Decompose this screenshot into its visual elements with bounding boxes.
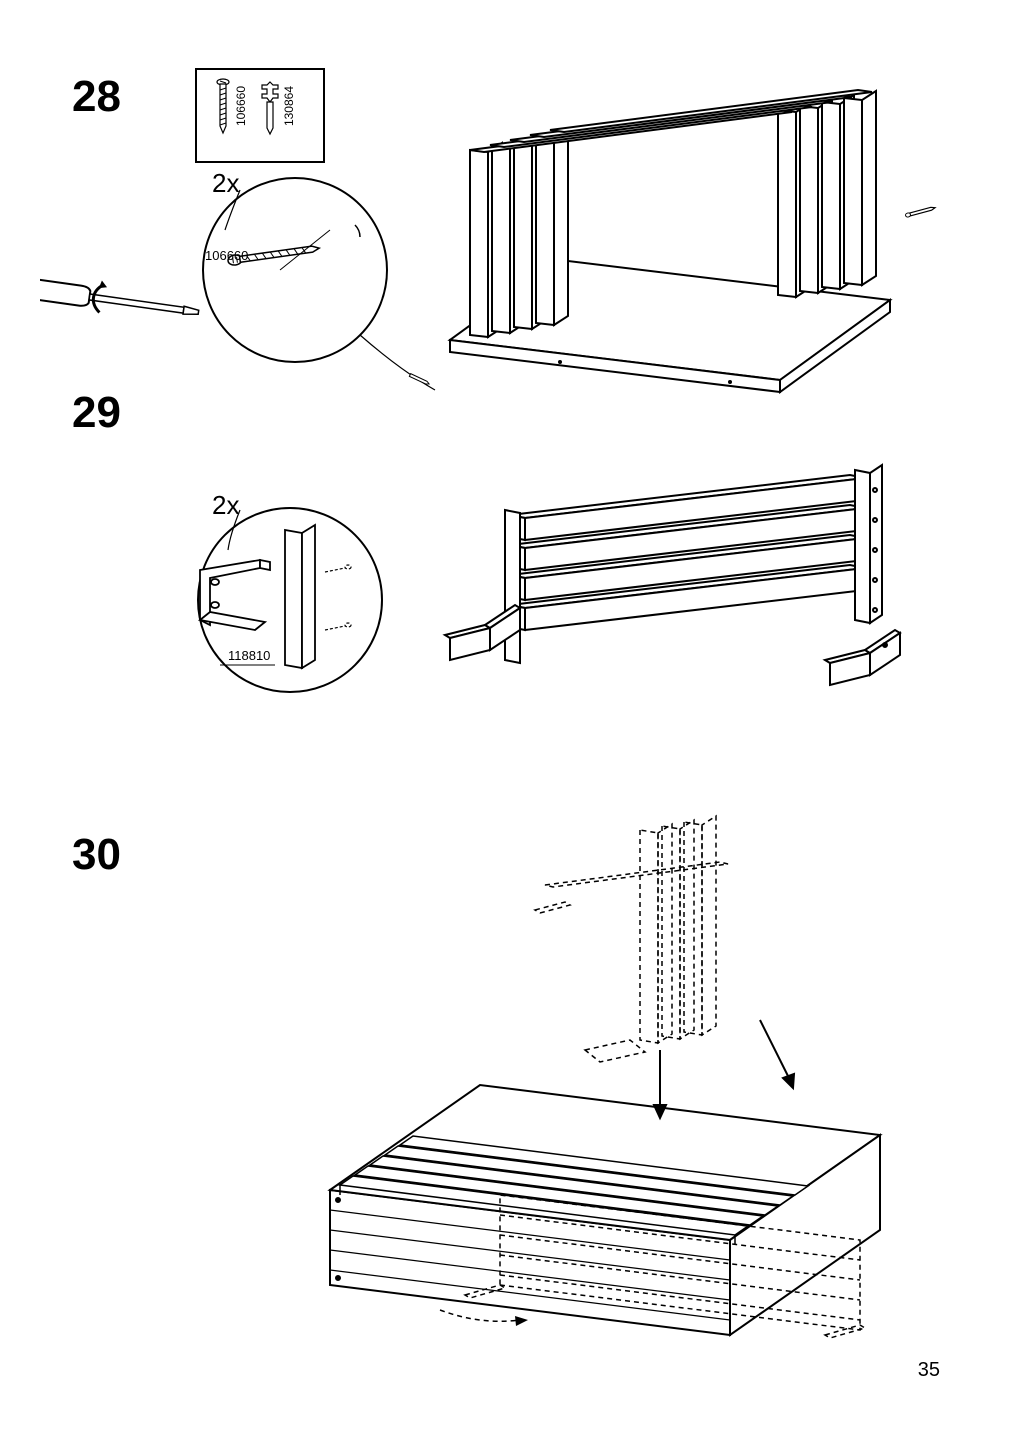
step-number-30: 30 [72,830,121,880]
step-number-28: 28 [72,72,121,122]
hardware-part-id-2: 130864 [282,86,296,126]
step28-assembly [430,60,960,400]
hardware-part-id-1: 106660 [234,86,248,126]
step28-detail-circle [40,175,440,415]
step28-hardware-box [195,68,325,163]
step30-assembly [300,790,940,1370]
step29-detail-circle [130,490,410,710]
step29-panel [430,460,910,750]
step29-part-id: 118810 [228,648,270,663]
step28-part-id: 106660 [205,248,248,263]
